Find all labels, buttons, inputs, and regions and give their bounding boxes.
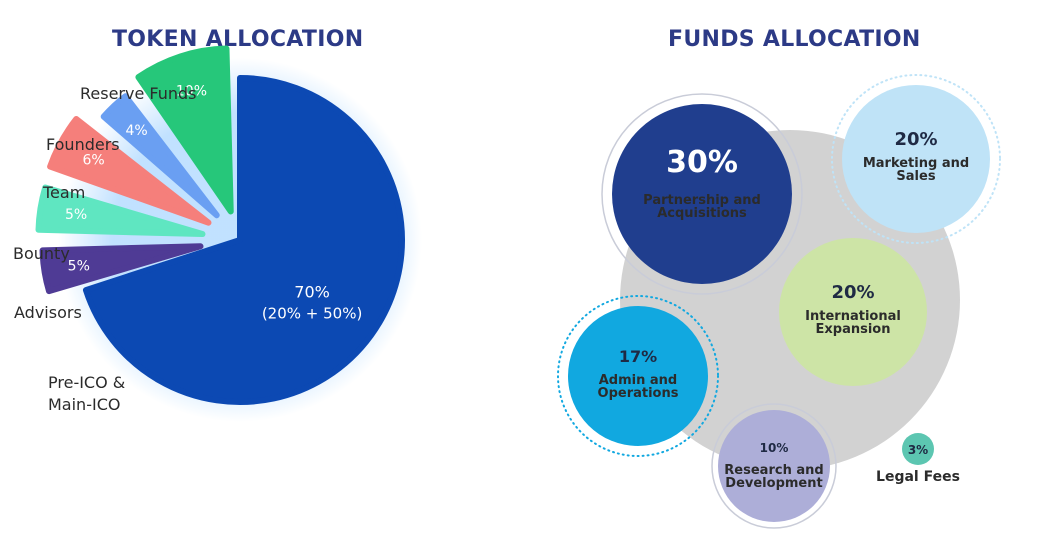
bubble-partnership-and-acquisitions	[612, 104, 792, 284]
bubble-value: 10%	[760, 441, 789, 455]
pie-category-label: Founders	[46, 135, 120, 154]
funds-allocation-title: FUNDS ALLOCATION	[668, 27, 921, 52]
bubble-label: Partnership and	[643, 193, 761, 208]
bubble-label: Research and	[724, 463, 823, 478]
pie-slice-advisors	[39, 243, 204, 295]
pie-slice-team	[47, 115, 212, 226]
bubble-label: Expansion	[816, 322, 891, 337]
bubble-research-and-development	[718, 410, 830, 522]
pie-value-sublabel: (20% + 50%)	[262, 304, 363, 322]
pie-category-label: Pre-ICO &	[48, 373, 125, 392]
pie-slice-founders	[100, 93, 220, 219]
bubble-ring	[831, 74, 1001, 244]
pie-value-label: 5%	[68, 259, 90, 275]
pie-slice-reserve-funds	[135, 45, 234, 215]
bubble-value: 3%	[908, 443, 928, 457]
bubble-label: Admin and	[599, 373, 677, 388]
bubble-label: Development	[725, 476, 822, 491]
bubble-value: 20%	[831, 282, 874, 303]
pie-value-label: 6%	[83, 153, 105, 169]
token-pie-chart: 70% (20% + 50%) Pre-ICO & Main-ICO 5% Advisor…	[13, 45, 422, 422]
bubble-ring	[711, 403, 837, 529]
bubble-legal-fees	[902, 433, 934, 465]
pie-category-label: Reserve Funds	[80, 84, 197, 103]
bubble-label: Acquisitions	[657, 206, 747, 221]
pie-value-label: 70%	[294, 282, 330, 301]
bubble-label: International	[805, 309, 901, 324]
bubble-value: 30%	[666, 145, 738, 180]
bubble-international-expansion	[779, 238, 927, 386]
bubble-marketing-and-sales	[842, 85, 990, 233]
bubble-ring	[601, 93, 803, 295]
pie-category-label: Advisors	[14, 303, 82, 322]
bubble-label: Sales	[896, 169, 935, 184]
bubble-value: 17%	[619, 347, 657, 366]
pie-value-label: 10%	[176, 84, 207, 100]
bubble-admin-and-operations	[568, 306, 708, 446]
bubble-label: Legal Fees	[876, 469, 960, 485]
pie-category-label: Bounty	[13, 244, 70, 263]
pie-category-label: Team	[42, 183, 85, 202]
bubble-ring	[557, 295, 719, 457]
bubble-value: 20%	[894, 129, 937, 150]
bubble-label: Operations	[598, 386, 679, 401]
pie-slice-pre-ico-and-main-ico	[82, 75, 405, 405]
bubble-label: Marketing and	[863, 156, 969, 171]
pie-value-label: 4%	[126, 123, 148, 139]
pie-value-label: 5%	[65, 207, 87, 223]
pie-slice-bounty	[35, 184, 206, 238]
pie-category-label: Main-ICO	[48, 395, 120, 414]
token-allocation-title: TOKEN ALLOCATION	[112, 27, 364, 52]
